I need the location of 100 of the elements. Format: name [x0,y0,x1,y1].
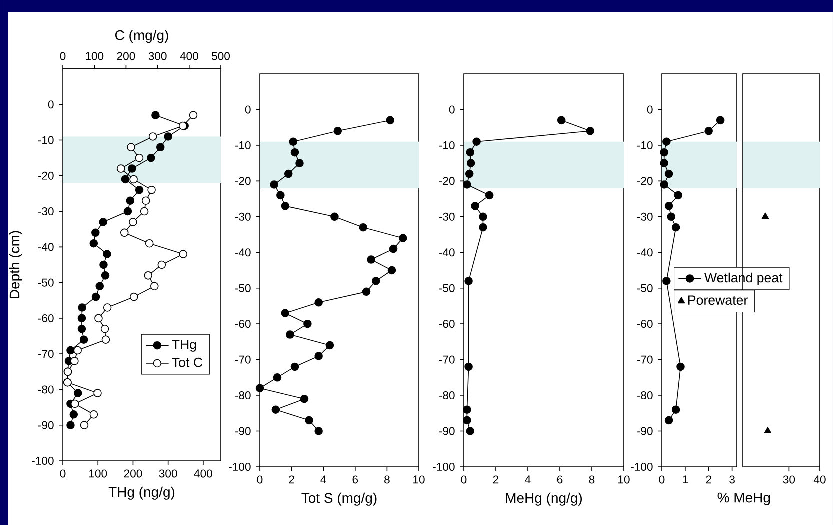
point [300,394,309,404]
y-tick-label: -80 [439,392,455,400]
point [290,148,300,157]
x-tick-label: 2 [493,476,499,484]
x-tick-label: 8 [589,476,595,484]
x2-tick-label: 400 [180,52,198,60]
point [121,175,130,184]
y-tick-label: -40 [38,243,54,252]
point [464,362,473,372]
y-tick-label: -80 [637,392,653,400]
point [70,410,78,419]
x-tick-label: 1 [683,476,688,484]
x-tick-label: 4 [525,476,531,484]
y-tick-label: -30 [235,212,251,221]
point [66,421,75,430]
y-tick-label: -30 [439,212,455,221]
point [398,234,408,242]
y-tick-label: -90 [439,427,455,436]
point [96,282,104,291]
x-tick-label: 300 [159,470,178,478]
point [672,223,680,232]
x-tick-label: 0 [461,476,467,484]
point [479,212,488,222]
x2-tick-label: 0 [60,52,66,60]
point [463,406,472,414]
x-tick-label: 10 [618,476,630,484]
point [386,116,395,125]
point [314,298,323,307]
point [334,127,342,136]
point [660,159,668,168]
point [660,148,668,157]
x-tick-label: 10 [414,476,425,484]
point [664,202,674,210]
point [152,111,160,120]
x-tick-label: 200 [124,470,142,478]
point [100,260,108,270]
point [586,127,595,136]
y-tick-label: -70 [38,350,54,358]
y-tick-label: -100 [631,462,653,471]
point [74,389,82,398]
x2-tick-label: 200 [117,52,136,60]
x-tick-label: 6 [352,476,358,484]
y-tick-label: 0 [449,106,455,114]
y-tick-label: -40 [439,248,455,257]
x-tick-label: 100 [90,470,108,478]
y-tick-label: -50 [439,284,455,292]
point [284,170,293,178]
y-tick-label: -10 [235,141,251,150]
point [704,127,714,136]
y-tick-label: -50 [637,284,653,292]
point [305,416,314,425]
point [367,256,376,264]
y-tick-label: -10 [439,141,455,150]
point [66,346,75,355]
point [164,132,172,141]
x-tick-label: 8 [384,476,390,484]
point [273,374,282,382]
point [270,180,278,189]
point [135,186,144,194]
point [296,159,304,168]
y-tick-label: -10 [637,141,653,150]
point [662,277,671,286]
x-tick-label: 30 [783,476,796,484]
point [281,202,290,210]
x-tick-label: 3 [730,476,735,484]
point [485,191,494,200]
x-tick-label: 6 [557,476,563,484]
y-tick-label: -50 [38,278,54,287]
x2-axis-title: C (mg/g) [115,30,168,44]
point [463,416,472,425]
point [388,266,396,275]
point [92,292,100,302]
point [101,272,110,280]
y-tick-label: -100 [32,456,54,465]
y-tick-label: -70 [637,356,653,364]
point [664,416,674,425]
y-axis-title: Depth (cm) [9,231,22,298]
y-tick-label: -70 [235,356,251,364]
x2-tick-label: 100 [86,52,104,60]
point [304,320,312,328]
point [124,207,132,216]
point [314,427,323,436]
legend-label: Tot C [172,358,202,368]
point [126,196,135,205]
y-tick-label: -60 [637,320,653,328]
point [276,191,285,200]
y-tick-label: -30 [637,212,653,221]
point [330,212,339,222]
point [78,325,86,334]
legend-label: THg [172,340,196,352]
x-axis-title: % MeHg [718,492,770,506]
point [359,223,368,232]
point [272,406,280,414]
point [557,116,566,125]
point [128,164,136,173]
x2-tick-label: 500 [212,52,230,60]
point [389,244,398,254]
point [660,180,668,189]
point [78,314,86,323]
point [99,218,108,226]
